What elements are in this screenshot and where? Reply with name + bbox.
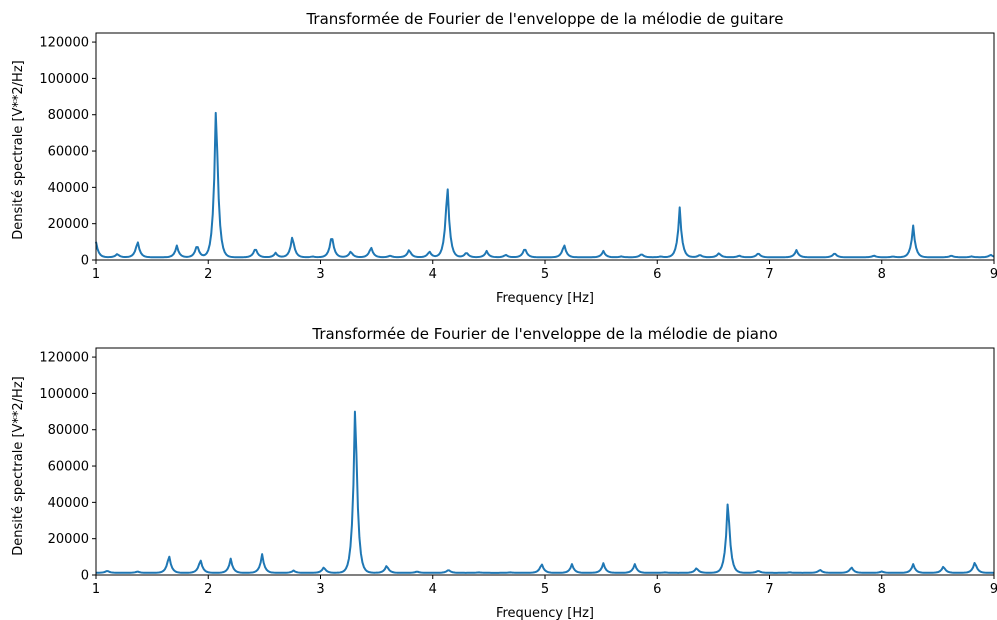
y-tick-label: 80000 [48,108,89,123]
x-tick-label: 1 [92,267,100,282]
x-tick-label: 9 [990,582,997,597]
bottom-plot-x-ticks: 1 2 3 4 5 6 7 8 9 [92,575,997,597]
x-tick-label: 3 [316,267,324,282]
y-tick-label: 0 [81,254,89,269]
top-plot-title: Transformée de Fourier de l'enveloppe de… [305,10,783,28]
bottom-plot-ylabel: Densité spectrale [V**2/Hz] [11,376,26,555]
x-tick-label: 6 [653,267,661,282]
x-tick-label: 8 [878,267,886,282]
y-tick-label: 100000 [39,387,89,402]
y-tick-label: 40000 [48,181,89,196]
x-tick-label: 7 [765,267,773,282]
x-tick-label: 6 [653,582,661,597]
y-tick-label: 40000 [48,496,89,511]
bottom-plot-frame [95,347,995,576]
x-tick-label: 3 [316,582,324,597]
x-tick-label: 4 [429,267,437,282]
x-tick-label: 9 [990,267,997,282]
x-tick-label: 1 [92,582,100,597]
top-plot-guitar: Transformée de Fourier de l'enveloppe de… [11,10,997,306]
top-plot-ylabel: Densité spectrale [V**2/Hz] [11,60,26,239]
bottom-plot-title: Transformée de Fourier de l'enveloppe de… [311,325,777,343]
y-tick-label: 120000 [39,351,89,366]
top-plot-y-ticks: 0 20000 40000 60000 80000 100000 120000 [39,36,96,269]
top-plot-frame [95,32,995,261]
x-tick-label: 5 [541,582,549,597]
y-tick-label: 60000 [48,460,89,475]
bottom-plot-y-ticks: 0 20000 40000 60000 80000 100000 120000 [39,351,96,584]
y-tick-label: 80000 [48,423,89,438]
x-tick-label: 2 [204,267,212,282]
bottom-plot-xlabel: Frequency [Hz] [496,606,594,620]
y-tick-label: 20000 [48,532,89,547]
bottom-plot-piano: Transformée de Fourier de l'enveloppe de… [11,325,997,620]
y-tick-label: 0 [81,569,89,584]
y-tick-label: 120000 [39,36,89,51]
top-plot-xlabel: Frequency [Hz] [496,291,594,306]
x-tick-label: 4 [429,582,437,597]
x-tick-label: 7 [765,582,773,597]
x-tick-label: 8 [878,582,886,597]
y-tick-label: 100000 [39,72,89,87]
bottom-plot-series-line [95,410,995,574]
top-plot-x-ticks: 1 2 3 4 5 6 7 8 9 [92,260,997,282]
top-plot-series-line [95,111,995,259]
x-tick-label: 5 [541,267,549,282]
y-tick-label: 20000 [48,217,89,232]
y-tick-label: 60000 [48,145,89,160]
x-tick-label: 2 [204,582,212,597]
